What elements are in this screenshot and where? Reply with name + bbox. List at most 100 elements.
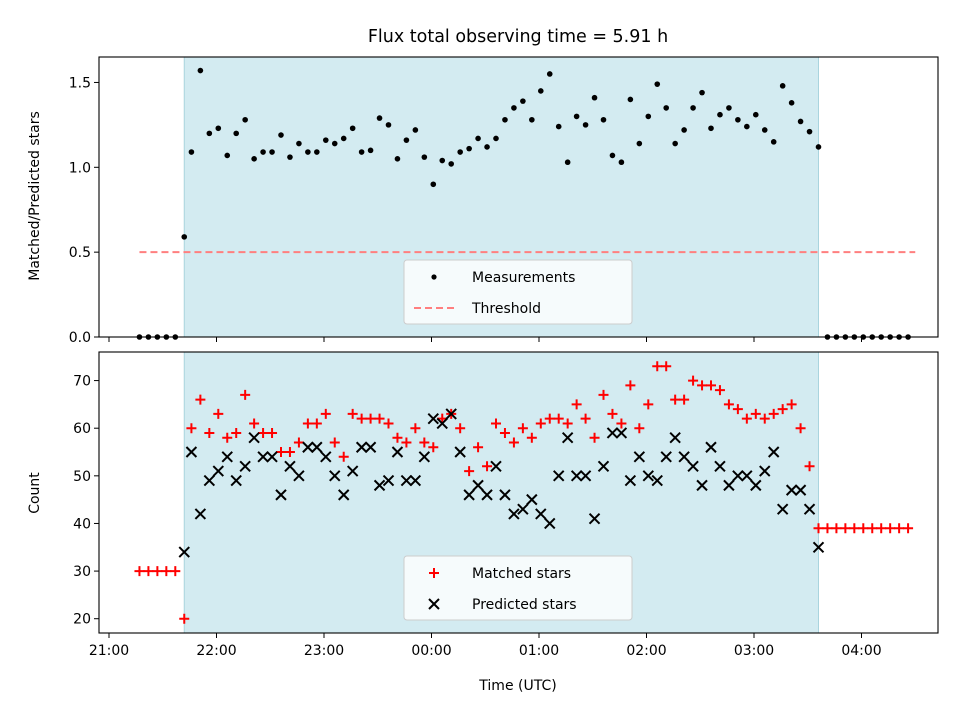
predicted-star-point bbox=[382, 474, 395, 487]
x-tick-label: 00:00 bbox=[411, 643, 451, 659]
predicted-star-point bbox=[472, 479, 484, 492]
measurement-point bbox=[340, 135, 347, 142]
matched-star-point bbox=[706, 380, 716, 391]
predicted-star-point bbox=[732, 470, 744, 482]
measurement-point bbox=[672, 140, 678, 147]
predicted-star-point bbox=[696, 479, 708, 492]
predicted-star-point bbox=[355, 441, 368, 453]
predicted-star-point bbox=[651, 474, 663, 487]
predicted-star-point bbox=[311, 441, 323, 453]
matched-star-point bbox=[535, 418, 546, 429]
matched-star-point bbox=[428, 442, 439, 453]
predicted-star-point bbox=[338, 489, 350, 501]
predicted-star-point bbox=[768, 446, 780, 458]
matched-star-point bbox=[553, 413, 564, 424]
measurement-point bbox=[367, 147, 374, 154]
matched-star-point bbox=[741, 413, 752, 424]
predicted-star-point bbox=[723, 479, 735, 492]
predicted-star-point bbox=[508, 508, 520, 520]
predicted-star-point bbox=[526, 493, 538, 506]
predicted-star-point bbox=[203, 474, 216, 487]
measurement-point bbox=[582, 122, 589, 128]
predicted-star-point bbox=[275, 489, 287, 501]
measurement-point bbox=[761, 127, 768, 133]
measurement-point bbox=[466, 145, 472, 152]
legend-label: Measurements bbox=[472, 270, 575, 286]
predicted-star-point bbox=[803, 503, 816, 515]
predicted-star-point bbox=[346, 465, 359, 477]
measurement-point bbox=[412, 127, 419, 133]
predicted-star-point bbox=[409, 474, 422, 487]
legend-box bbox=[403, 555, 633, 621]
predicted-star-point bbox=[257, 451, 269, 463]
y-tick-label: 50 bbox=[73, 469, 91, 485]
matched-star-point bbox=[580, 413, 591, 424]
measurement-point bbox=[726, 105, 732, 111]
predicted-star-point bbox=[221, 451, 233, 463]
matched-star-point bbox=[186, 423, 197, 434]
measurement-point bbox=[806, 128, 813, 135]
matched-star-point bbox=[179, 613, 190, 624]
predicted-star-point bbox=[750, 479, 762, 492]
matched-star-point bbox=[161, 566, 172, 577]
measurement-point bbox=[287, 154, 293, 160]
measurement-point bbox=[448, 161, 455, 167]
predicted-star-point bbox=[759, 465, 771, 477]
predicted-star-point bbox=[178, 546, 190, 558]
measurement-point bbox=[609, 152, 616, 159]
x-tick-label: 01:00 bbox=[519, 643, 559, 659]
y-tick-label: 70 bbox=[73, 374, 91, 390]
legend: Measurements Threshold bbox=[403, 259, 633, 325]
matched-star-point bbox=[329, 437, 340, 448]
measurement-point bbox=[484, 144, 490, 150]
measurement-point bbox=[394, 156, 401, 162]
measurement-point bbox=[269, 149, 275, 155]
predicted-star-point bbox=[812, 541, 825, 553]
legend-label: Matched stars bbox=[472, 566, 571, 582]
matched-star-point bbox=[625, 380, 636, 391]
measurement-point bbox=[430, 181, 437, 188]
predicted-star-point bbox=[714, 460, 726, 473]
y-tick-label: 0.0 bbox=[69, 330, 91, 346]
matched-star-point bbox=[170, 566, 181, 577]
matched-star-point bbox=[759, 413, 770, 424]
measurement-point bbox=[735, 116, 741, 123]
matched-star-point bbox=[517, 423, 528, 434]
measurement-point bbox=[251, 156, 257, 162]
predicted-star-point bbox=[785, 484, 798, 496]
measurement-point bbox=[457, 149, 463, 155]
measurement-point bbox=[564, 159, 571, 166]
matched-star-point bbox=[768, 408, 779, 419]
matched-star-point bbox=[195, 394, 206, 405]
predicted-star-point bbox=[588, 512, 601, 525]
measurement-point bbox=[546, 71, 553, 77]
predicted-star-point bbox=[794, 484, 807, 496]
matched-star-point bbox=[213, 408, 224, 419]
count-panel: 20 30 40 50 60 70 21:00 22:00 23:00 00:00 01:00 02:… bbox=[73, 351, 939, 659]
measurement-point bbox=[663, 105, 670, 111]
matched-star-point bbox=[222, 432, 233, 443]
matched-star-point bbox=[849, 523, 860, 534]
matched-star-point bbox=[723, 399, 734, 410]
y-tick-label: 1.5 bbox=[69, 75, 91, 91]
measurement-point bbox=[797, 118, 804, 125]
matched-star-point bbox=[491, 418, 501, 429]
measurement-point bbox=[296, 140, 302, 147]
matched-star-point bbox=[786, 399, 797, 410]
measurement-point bbox=[278, 132, 284, 138]
matched-star-point bbox=[482, 461, 493, 472]
measurement-point bbox=[260, 149, 266, 155]
y-tick-label: 1.0 bbox=[69, 160, 91, 176]
matched-star-point bbox=[320, 408, 331, 419]
matched-star-point bbox=[143, 566, 154, 577]
measurement-point bbox=[475, 135, 481, 142]
matched-star-point bbox=[499, 427, 510, 438]
predicted-star-point bbox=[400, 474, 413, 487]
matched-star-point bbox=[589, 432, 600, 443]
predicted-star-point bbox=[579, 470, 592, 482]
axes-frame bbox=[98, 56, 939, 338]
matched-star-point bbox=[526, 432, 537, 443]
matched-star-point bbox=[365, 413, 376, 424]
predicted-star-point bbox=[705, 441, 717, 453]
